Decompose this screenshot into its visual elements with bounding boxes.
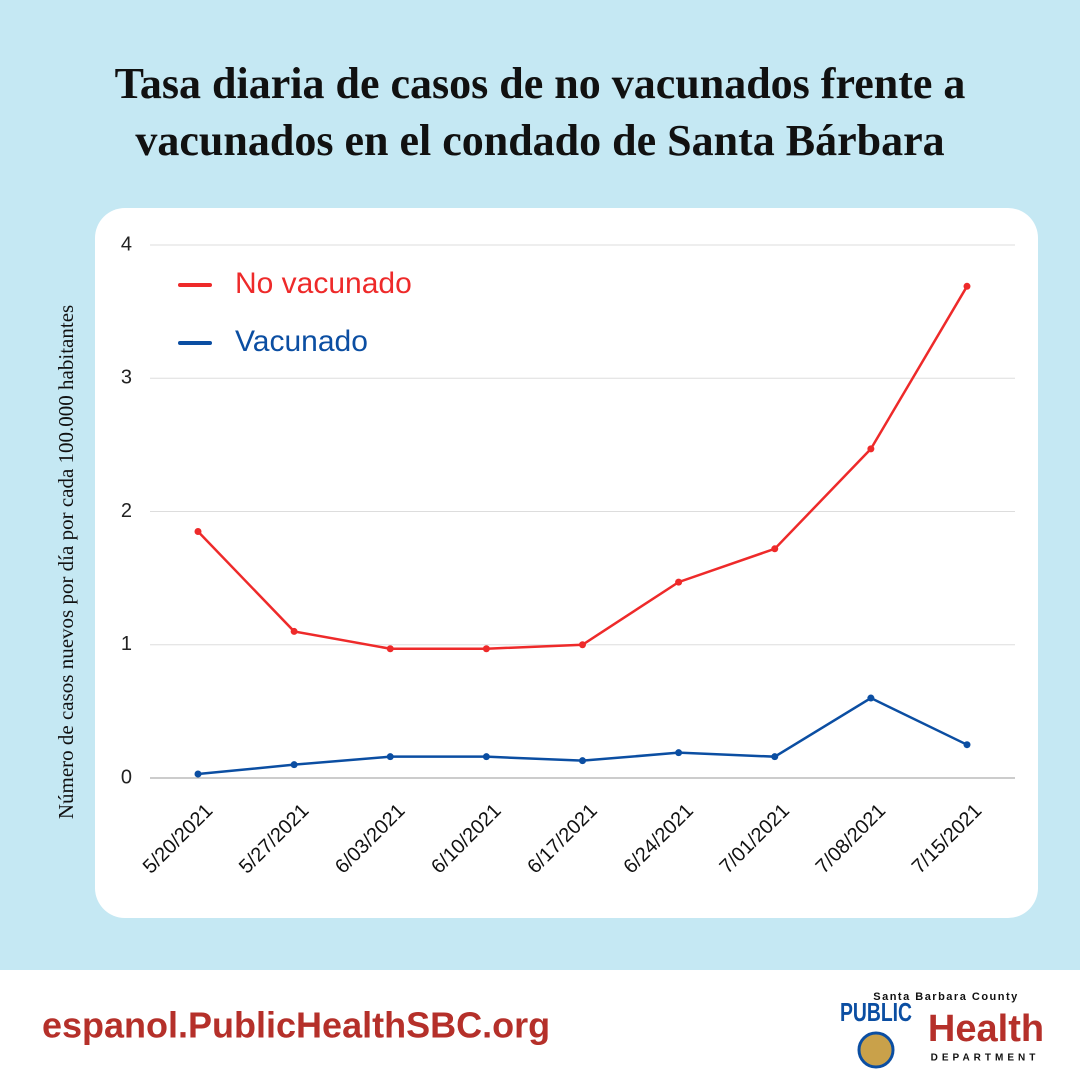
data-point <box>963 282 971 290</box>
data-point <box>867 445 875 453</box>
data-point <box>771 753 779 761</box>
y-tick-label: 4 <box>121 233 132 255</box>
data-point <box>386 645 394 653</box>
data-point <box>194 527 202 535</box>
footer-background <box>0 970 1080 1080</box>
data-point <box>675 749 683 757</box>
chart-card <box>95 208 1038 918</box>
footer-url: espanol.PublicHealthSBC.org <box>42 1005 550 1046</box>
data-point <box>386 753 394 761</box>
chart-title: Tasa diaria de casos de no vacunados fre… <box>115 59 966 108</box>
data-point <box>579 641 586 649</box>
y-tick-label: 2 <box>121 500 132 522</box>
y-tick-label: 3 <box>121 367 132 389</box>
data-point <box>482 753 490 761</box>
logo-county: Santa Barbara County <box>873 991 1019 1003</box>
logo-health: Health <box>928 1008 1044 1050</box>
data-point <box>194 770 202 778</box>
legend-label: No vacunado <box>235 267 412 300</box>
data-point <box>482 645 490 653</box>
legend-label: Vacunado <box>235 325 368 358</box>
y-tick-label: 0 <box>121 766 132 788</box>
data-point <box>579 757 586 765</box>
data-point <box>290 627 298 635</box>
y-axis-label: Número de casos nuevos por día por cada … <box>54 305 78 819</box>
logo-department: DEPARTMENT <box>931 1053 1040 1064</box>
data-point <box>290 761 298 769</box>
data-point <box>867 694 875 702</box>
data-point <box>675 578 683 586</box>
y-tick-label: 1 <box>121 633 132 655</box>
data-point <box>771 545 779 553</box>
data-point <box>963 741 971 749</box>
logo-public: PUBLIC <box>840 997 912 1027</box>
logo-seal <box>857 1031 895 1069</box>
chart-title: vacunados en el condado de Santa Bárbara <box>135 116 944 165</box>
